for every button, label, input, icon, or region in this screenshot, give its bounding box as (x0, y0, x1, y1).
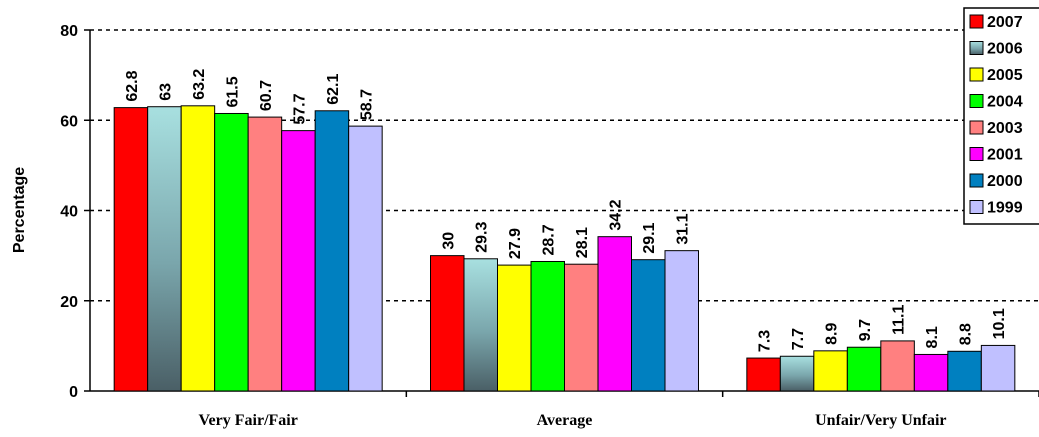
data-label: 63 (157, 83, 174, 101)
legend-swatch-2001 (969, 147, 984, 161)
data-label: 60.7 (258, 80, 275, 111)
y-axis-title: Percentage (11, 167, 28, 253)
data-label: 30 (440, 232, 457, 250)
y-tick-label: 20 (60, 294, 78, 311)
bar-2001-2 (597, 236, 632, 392)
data-label: 57.7 (291, 93, 308, 124)
legend: 2007 2006 2005 2004 2003 2001 2000 1999 (963, 7, 1039, 225)
legend-label-2003: 2003 (987, 120, 1023, 137)
bar-2006-3 (779, 355, 815, 392)
bar-1999-2 (664, 250, 699, 392)
bar-2001-1 (281, 130, 316, 392)
data-label: 58.7 (358, 89, 375, 120)
data-label: 63.2 (191, 69, 208, 100)
y-tick-label: 80 (60, 23, 78, 40)
legend-swatch-2005 (969, 67, 984, 82)
x-category-label: Very Fair/Fair (198, 412, 297, 429)
data-label: 31.1 (675, 213, 692, 244)
data-label: 29.1 (641, 222, 658, 253)
data-label: 61.5 (224, 76, 241, 107)
legend-label-1999: 1999 (987, 200, 1023, 217)
bar-2005-3 (813, 350, 848, 392)
legend-swatch-2006 (969, 41, 984, 55)
legend-swatch-2003 (969, 120, 984, 135)
legend-swatch-2004 (969, 94, 984, 108)
legend-label-2005: 2005 (987, 67, 1023, 84)
bar-2006-2 (463, 258, 498, 392)
bar-2000-2 (631, 259, 666, 392)
bar-2004-2 (530, 260, 565, 392)
bar-2000-3 (947, 350, 982, 392)
legend-swatch-1999 (969, 200, 984, 214)
legend-label-2006: 2006 (987, 41, 1023, 58)
bar-2003-1 (247, 116, 283, 392)
data-labels: 62.8 63 63.2 61.5 60.7 57.7 62.1 58.7 30 29.3 27.9… (124, 69, 1008, 352)
x-category-label: Average (537, 412, 593, 429)
y-tick-label: 60 (60, 113, 78, 130)
bar-2005-1 (180, 105, 216, 392)
legend-label-2001: 2001 (987, 147, 1023, 164)
bar-2007-2 (430, 255, 465, 392)
bar-2004-1 (214, 112, 249, 392)
legend-swatch-2000 (969, 173, 984, 188)
y-tick-label: 0 (69, 384, 78, 401)
bar-1999-3 (980, 344, 1016, 392)
bar-2005-2 (497, 264, 532, 392)
data-label: 28.1 (574, 227, 591, 258)
y-tick-label: 40 (60, 204, 78, 221)
data-label: 8.8 (958, 323, 975, 345)
data-label: 28.7 (541, 224, 558, 255)
data-label: 27.9 (507, 228, 524, 259)
data-label: 11.1 (891, 305, 908, 335)
bar-2003-2 (564, 263, 599, 392)
data-label: 8.1 (924, 326, 941, 348)
bar-2000-1 (314, 110, 350, 392)
bar-2004-3 (846, 346, 882, 392)
data-label: 9.7 (857, 319, 874, 341)
bar-2007-3 (746, 357, 781, 392)
bar-2003-3 (880, 340, 915, 392)
legend-label-2004: 2004 (987, 94, 1023, 111)
data-label: 34.2 (608, 199, 625, 230)
bar-2007-1 (113, 107, 149, 392)
data-label: 29.3 (474, 222, 491, 253)
data-label: 8.9 (824, 322, 841, 344)
legend-label-2007: 2007 (987, 14, 1023, 31)
bar-2001-3 (913, 353, 949, 392)
bar-2006-1 (147, 106, 182, 392)
data-label: 7.3 (757, 330, 774, 352)
data-label: 62.8 (124, 70, 141, 101)
data-label: 10.1 (991, 308, 1008, 339)
legend-label-2000: 2000 (987, 173, 1023, 190)
data-label: 62.1 (325, 74, 342, 105)
bar-1999-1 (348, 125, 383, 392)
data-label: 7.7 (790, 328, 807, 350)
x-category-label: Unfair/Very Unfair (815, 412, 946, 429)
legend-swatch-2007 (969, 14, 984, 29)
bars (113, 105, 1016, 392)
